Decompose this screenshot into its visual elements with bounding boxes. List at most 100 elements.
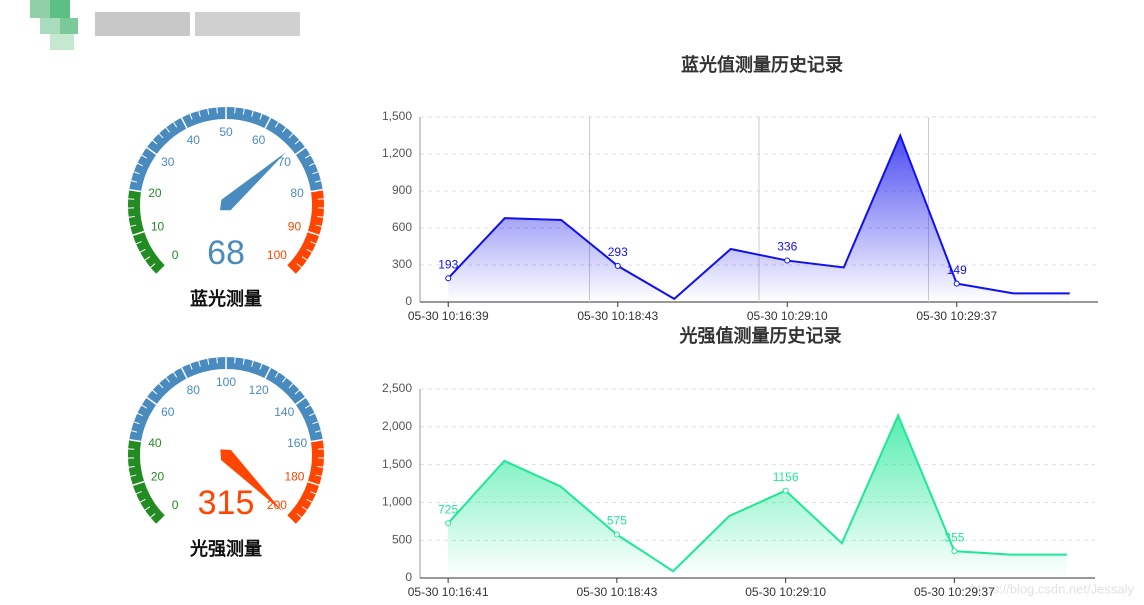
gauge-tick [309,188,324,193]
minor-tick [157,382,164,389]
minor-tick [216,106,218,114]
minor-tick [127,216,135,218]
minor-tick [132,170,140,175]
minor-tick [216,356,218,364]
minor-tick [143,506,151,512]
gauge-tick [128,188,143,193]
minor-tick [312,420,320,425]
minor-tick [304,404,312,409]
y-tick-label: 0 [405,294,412,308]
minor-tick [274,371,280,378]
x-tick-label: 05-30 10:18:43 [577,309,658,323]
minor-tick [172,371,178,378]
x-tick-label: 05-30 10:29:37 [914,585,995,599]
gauge-tick-label: 20 [151,469,165,483]
y-tick-label: 2,000 [382,419,412,433]
minor-tick [151,389,158,395]
point [445,520,452,527]
gauge-tick-label: 100 [267,248,287,262]
gauge-tick-label: 40 [148,436,162,450]
minor-tick [314,179,323,183]
gauge-tick [180,366,189,380]
minor-tick [288,382,295,389]
gauge-tick-label: 0 [172,248,179,262]
gauge-title: 蓝光测量 [190,288,262,309]
minor-tick [129,429,138,433]
line [447,412,1067,573]
minor-tick [301,256,309,262]
minor-tick [164,376,171,383]
y-tick-label: 1,000 [382,495,412,509]
minor-tick [206,357,210,365]
gauge-needle [220,449,283,512]
chart-title: 光强值测量历史记录 [679,325,842,346]
y-tick-label: 1,500 [382,109,412,123]
gauge-tick [131,480,146,487]
minor-tick [312,170,320,175]
gauge-tick-label: 120 [249,383,269,397]
gauge-needle [219,152,287,211]
y-tick-label: 1,200 [382,146,412,160]
y-tick-label: 1,500 [382,457,412,471]
gauge-tick [294,146,307,156]
minor-tick [294,389,301,395]
y-tick-label: 2,500 [382,381,412,395]
data-label: 293 [608,245,628,259]
minor-tick [134,241,142,245]
gauge-tick [155,514,167,526]
data-label: 575 [607,514,627,528]
minor-tick [149,513,156,519]
minor-tick [281,376,288,383]
minor-tick [315,224,323,228]
minor-tick [274,121,280,128]
minor-tick [315,474,323,478]
gauge-tick-label: 40 [187,133,201,147]
minor-tick [234,356,236,364]
data-label: 1156 [773,470,799,484]
gauge-tick-label: 90 [288,219,302,233]
minor-tick [314,429,323,433]
minor-tick [149,263,156,269]
point [445,275,452,282]
gauge-tick-label: 0 [172,498,179,512]
minor-tick [301,506,309,512]
x-tick-label: 05-30 10:29:10 [745,585,826,599]
y-tick-label: 300 [392,257,412,271]
gauge-tick [145,146,158,156]
point [614,262,621,269]
minor-tick [197,359,201,367]
gauge-tick [285,264,297,276]
x-tick-label: 05-30 10:18:43 [577,585,658,599]
point [613,531,620,538]
minor-tick [136,412,143,417]
gauge-tick [306,480,321,487]
minor-tick [157,132,164,139]
minor-tick [129,224,137,228]
gauge-tick-label: 160 [287,436,307,450]
minor-tick [304,154,312,159]
x-tick-label: 05-30 10:29:37 [916,309,997,323]
minor-tick [172,121,178,128]
minor-tick [251,359,255,367]
x-tick-label: 05-30 10:16:41 [408,585,489,599]
gauge-tick-label: 60 [161,405,175,419]
line [447,132,1070,301]
data-label: 149 [947,263,967,277]
minor-tick [317,466,325,468]
minor-tick [206,107,210,115]
area [448,135,1070,302]
gauge-tick [306,230,321,237]
minor-tick [310,491,318,495]
y-tick-label: 900 [392,183,412,197]
gauge-tick-label: 80 [290,186,304,200]
gauge-tick [128,438,143,443]
minor-tick [296,263,303,269]
chart-title: 蓝光值测量历史记录 [681,54,843,75]
minor-tick [259,112,263,120]
minor-tick [309,412,316,417]
minor-tick [189,112,193,120]
minor-tick [129,179,138,183]
gauge-tick-label: 20 [148,186,162,200]
minor-tick [309,162,316,167]
